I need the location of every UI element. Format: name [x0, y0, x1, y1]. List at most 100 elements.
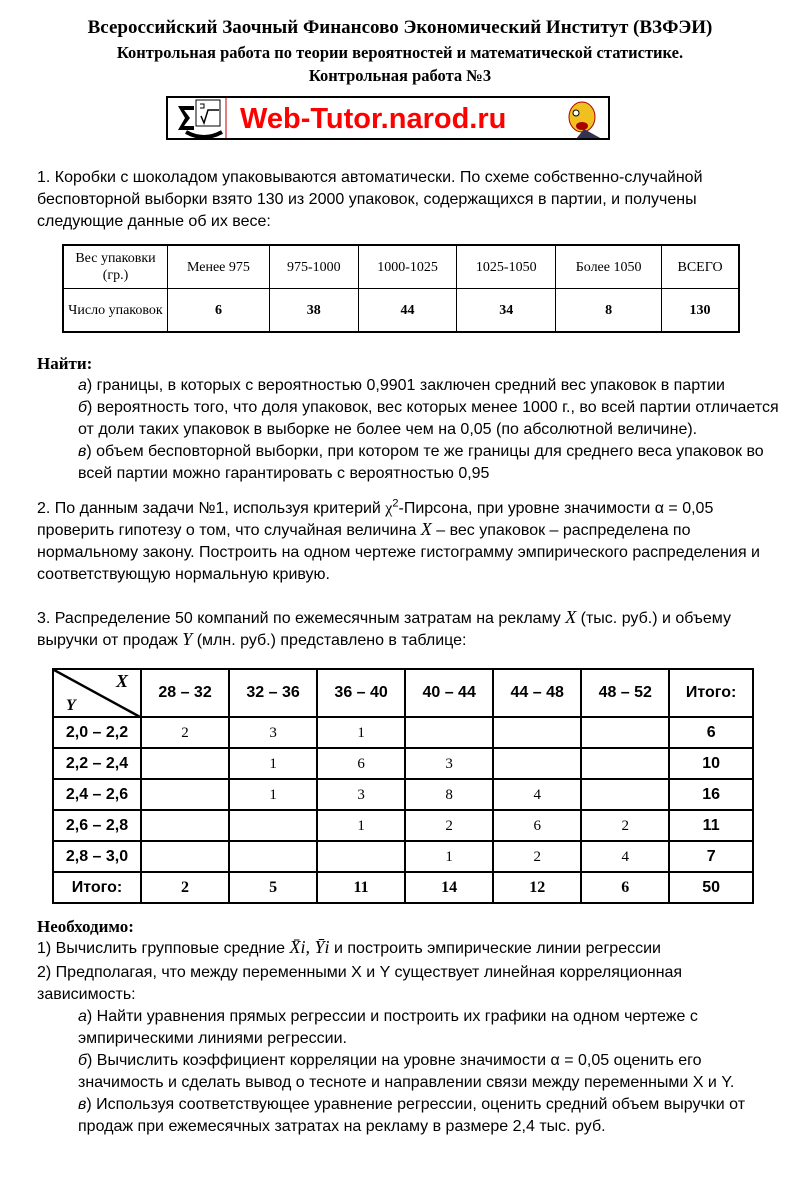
row-total: 50 [668, 871, 754, 904]
table-cell [228, 809, 319, 842]
table-cell: 38 [268, 288, 359, 333]
table-cell: 2 [139, 716, 231, 749]
row-label: Итого: [52, 871, 142, 904]
find-section: Найти: а) границы, в которых с вероятнос… [37, 353, 782, 485]
math-symbol-icon [178, 98, 227, 138]
table-cell: 1025-1050 [456, 244, 557, 289]
column-header: 28 – 32 [139, 668, 231, 718]
table-cell: 2 [139, 871, 231, 904]
table-cell: 1 [228, 747, 319, 780]
table-cell [139, 747, 231, 780]
web-tutor-logo-banner[interactable]: Web-Tutor.narod.ru [166, 96, 610, 140]
table-cell: 4 [580, 840, 671, 873]
item-b: б) вероятность того, что доля упаковок, … [78, 399, 779, 438]
table-cell: 12 [492, 871, 583, 904]
table-cell: 6 [316, 747, 407, 780]
table-cell [404, 716, 495, 749]
institute-title: Всероссийский Заочный Финансово Экономич… [87, 17, 713, 38]
table-cell: 8 [404, 778, 495, 811]
table-cell: Более 1050 [555, 244, 663, 289]
table-cell: 4 [492, 778, 583, 811]
table-cell: 3 [228, 716, 319, 749]
table-cell: 34 [456, 288, 557, 333]
table-cell: Менее 975 [167, 244, 270, 289]
table-cell: 2 [404, 809, 495, 842]
problem3-text: 3. Распределение 50 компаний по ежемесяч… [37, 607, 731, 649]
column-header: 44 – 48 [492, 668, 583, 718]
requirement-2: 2) Предполагая, что между переменными X … [37, 964, 683, 1003]
table-cell: 5 [228, 871, 319, 904]
required-label: Необходимо: [37, 917, 134, 936]
row-total: 7 [668, 840, 754, 873]
logo-text: Web-Tutor.narod.ru [240, 103, 507, 135]
table-cell: 6 [492, 809, 583, 842]
table-cell [139, 809, 231, 842]
table-cell [492, 747, 583, 780]
table-cell: 3 [404, 747, 495, 780]
table-cell: 2 [580, 809, 671, 842]
table-header-row: X Y 28 – 32 32 – 36 36 – 40 40 – 44 44 – 48 4… [52, 668, 754, 718]
table-cell: 8 [555, 288, 663, 333]
item-a: а) границы, в которых с вероятностью 0,9… [78, 377, 725, 394]
table-cell: Число упаковок [62, 288, 168, 333]
table-cell [139, 778, 231, 811]
table-cell: 1 [316, 809, 407, 842]
item-c: в) объем бесповторной выборки, при котор… [78, 443, 764, 482]
row-total: 6 [668, 716, 754, 749]
item-a: а) Найти уравнения прямых регрессии и по… [78, 1008, 698, 1047]
table-row: 2,2 – 2,4 1 6 3 10 [52, 747, 754, 780]
table-cell: 14 [404, 871, 495, 904]
row-total: 10 [668, 747, 754, 780]
table-cell: Вес упаковки (гр.) [62, 244, 168, 289]
table-row: 2,0 – 2,2 2 3 1 6 [52, 716, 754, 749]
item-c: в) Используя соответствующее уравнение р… [78, 1096, 746, 1135]
table-cell [580, 747, 671, 780]
table-cell: 3 [316, 778, 407, 811]
table-cell [228, 840, 319, 873]
column-header: 48 – 52 [580, 668, 671, 718]
requirements-section: Необходимо: 1) Вычислить групповые средн… [37, 916, 782, 1138]
column-header: 36 – 40 [316, 668, 407, 718]
table-row: Вес упаковки (гр.) Менее 975 975-1000 10… [62, 244, 740, 289]
table-footer-row: Итого: 2 5 11 14 12 6 50 [52, 871, 754, 904]
table-cell: 44 [357, 288, 458, 333]
table-cell: ВСЕГО [661, 244, 740, 289]
row-total: 16 [668, 778, 754, 811]
table-cell: 1 [228, 778, 319, 811]
table-cell [316, 840, 407, 873]
table-row: 2,8 – 3,0 1 2 4 7 [52, 840, 754, 873]
table-cell: 11 [316, 871, 407, 904]
table-cell [139, 840, 231, 873]
table-cell [580, 716, 671, 749]
work-subtitle: Контрольная работа по теории вероятносте… [116, 43, 684, 62]
work-number: Контрольная работа №3 [308, 66, 492, 85]
table-cell: 975-1000 [268, 244, 359, 289]
column-header: 32 – 36 [228, 668, 319, 718]
find-label: Найти: [37, 354, 93, 373]
problem1-text: 1. Коробки с шоколадом упаковываются авт… [37, 169, 703, 230]
table-cell: 2 [492, 840, 583, 873]
table-cell [580, 778, 671, 811]
table-cell: 130 [661, 288, 740, 333]
column-header: Итого: [668, 668, 754, 718]
correlation-table: X Y 28 – 32 32 – 36 36 – 40 40 – 44 44 – 48 4… [52, 668, 754, 904]
row-label: 2,2 – 2,4 [52, 747, 142, 780]
document-page: Всероссийский Заочный Финансово Экономич… [37, 17, 782, 1138]
row-label: 2,4 – 2,6 [52, 778, 142, 811]
row-label: 2,8 – 3,0 [52, 840, 142, 873]
table-row: Число упаковок 6 38 44 34 8 130 [62, 288, 740, 333]
cartoon-face-icon [568, 101, 601, 138]
requirement-1: 1) Вычислить групповые средние X̄i, Ȳi и… [37, 937, 661, 957]
table-cell: 6 [580, 871, 671, 904]
row-total: 11 [668, 809, 754, 842]
table-cell: 6 [167, 288, 270, 333]
table-cell [492, 716, 583, 749]
corner-cell: X Y [52, 668, 142, 718]
row-label: 2,0 – 2,2 [52, 716, 142, 749]
item-b: б) Вычислить коэффициент корреляции на у… [78, 1052, 735, 1091]
row-label: 2,6 – 2,8 [52, 809, 142, 842]
column-header: 40 – 44 [404, 668, 495, 718]
table-cell: 1 [316, 716, 407, 749]
table-cell: 1 [404, 840, 495, 873]
problem2-text: 2. По данным задачи №1, используя критер… [37, 497, 760, 583]
